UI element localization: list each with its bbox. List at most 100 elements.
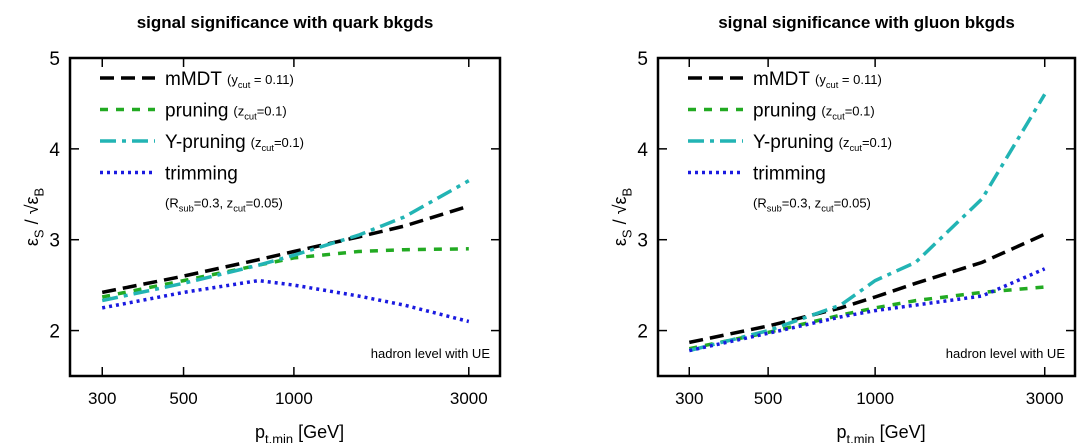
y-axis-label: εS / √εB: [610, 188, 634, 246]
legend-label: mMDT: [753, 69, 810, 90]
text-segment: cut: [849, 143, 862, 153]
legend-label: mMDT: [165, 69, 222, 90]
legend-note: (zcut=0.1): [839, 135, 892, 153]
legend-note: (Rsub=0.3, zcut=0.05): [753, 196, 871, 214]
text-segment: (y: [815, 72, 826, 87]
text-segment: =0.05): [246, 196, 283, 211]
legend-note: (ycut = 0.11): [227, 72, 294, 90]
x-tick-label: 1000: [856, 389, 894, 408]
x-tick-label: 300: [88, 389, 116, 408]
series-line: [101, 179, 470, 303]
text-segment: / √ε: [610, 197, 630, 230]
text-segment: = 0.11): [250, 72, 293, 87]
y-tick-label: 2: [49, 322, 60, 343]
x-tick-label: 1000: [275, 389, 313, 408]
plot-frame: [68, 56, 502, 378]
text-segment: (z: [251, 135, 262, 150]
text-segment: =0.3, z: [194, 196, 233, 211]
y-axis-label: εS / √εB: [22, 188, 46, 246]
text-segment: (z: [839, 135, 850, 150]
text-segment: =0.3, z: [782, 196, 821, 211]
y-tick-label: 3: [49, 231, 60, 252]
text-segment: =0.1): [845, 104, 875, 119]
text-segment: cut: [244, 111, 257, 121]
y-tick-label: 3: [637, 231, 648, 252]
x-tick-label: 300: [675, 389, 703, 408]
text-segment: / √ε: [22, 197, 42, 230]
text-segment: = 0.11): [838, 72, 881, 87]
text-segment: =0.05): [834, 196, 871, 211]
series-line: [101, 204, 470, 295]
legend-name: trimming: [165, 164, 238, 185]
legend-name: mMDT: [165, 69, 222, 90]
text-segment: (y: [227, 72, 238, 87]
text-segment: =0.1): [274, 135, 304, 150]
annotation: hadron level with UE: [946, 346, 1066, 361]
legend-name: trimming: [753, 164, 826, 185]
text-segment: (z: [233, 104, 244, 119]
text-segment: B: [31, 188, 46, 197]
x-tick-label: 500: [169, 389, 197, 408]
text-segment: t,min: [847, 431, 875, 443]
legend-label: pruning: [753, 101, 816, 122]
text-segment: sub: [767, 203, 782, 213]
text-segment: p: [837, 422, 847, 442]
text-segment: (R: [165, 196, 179, 211]
x-tick-label: 500: [754, 389, 782, 408]
series-line: [688, 93, 1047, 353]
annotation: hadron level with UE: [371, 346, 491, 361]
y-tick-label: 5: [49, 49, 60, 70]
text-segment: sub: [179, 203, 194, 213]
legend-name: mMDT: [753, 69, 810, 90]
text-segment: cut: [826, 80, 839, 90]
legend-name: pruning: [753, 101, 816, 122]
y-tick-label: 5: [637, 49, 648, 70]
text-segment: cut: [233, 203, 246, 213]
y-tick-label: 4: [637, 140, 648, 161]
y-tick-label: 4: [49, 140, 60, 161]
legend-label: trimming: [753, 164, 826, 185]
legend-label: Y-pruning: [753, 132, 834, 153]
legend-note: (Rsub=0.3, zcut=0.05): [165, 196, 283, 214]
text-segment: [GeV]: [875, 422, 926, 442]
legend-note: (zcut=0.1): [251, 135, 304, 153]
series-line: [688, 267, 1046, 353]
legend-name: Y-pruning: [165, 132, 246, 153]
legend-note: (zcut=0.1): [233, 104, 286, 122]
chart-title: signal significance with quark bkgds: [137, 13, 434, 32]
text-segment: =0.1): [257, 104, 287, 119]
text-segment: (z: [821, 104, 832, 119]
text-segment: =0.1): [862, 135, 892, 150]
legend-note: (ycut = 0.11): [815, 72, 882, 90]
plot-frame: [656, 56, 1077, 378]
text-segment: cut: [821, 203, 834, 213]
series-line: [101, 247, 469, 299]
text-segment: cut: [832, 111, 845, 121]
text-segment: (R: [753, 196, 767, 211]
text-segment: S: [619, 229, 634, 238]
chart-title: signal significance with gluon bkgds: [718, 13, 1015, 32]
legend-label: trimming: [165, 164, 238, 185]
x-tick-label: 3000: [450, 389, 488, 408]
series-line: [688, 285, 1045, 351]
text-segment: cut: [238, 80, 251, 90]
x-axis-label: pt,min [GeV]: [255, 422, 344, 443]
text-segment: [GeV]: [293, 422, 344, 442]
text-segment: ε: [22, 238, 42, 246]
text-segment: t,min: [265, 431, 293, 443]
x-tick-label: 3000: [1026, 389, 1064, 408]
text-segment: ε: [610, 238, 630, 246]
text-segment: S: [31, 229, 46, 238]
legend-note: (zcut=0.1): [821, 104, 874, 122]
text-segment: p: [255, 422, 265, 442]
legend-label: pruning: [165, 101, 228, 122]
legend-label: Y-pruning: [165, 132, 246, 153]
legend-name: Y-pruning: [753, 132, 834, 153]
series-line: [688, 232, 1046, 345]
text-segment: B: [619, 188, 634, 197]
legend-name: pruning: [165, 101, 228, 122]
y-tick-label: 2: [637, 322, 648, 343]
x-axis-label: pt,min [GeV]: [837, 422, 926, 443]
text-segment: cut: [261, 143, 274, 153]
